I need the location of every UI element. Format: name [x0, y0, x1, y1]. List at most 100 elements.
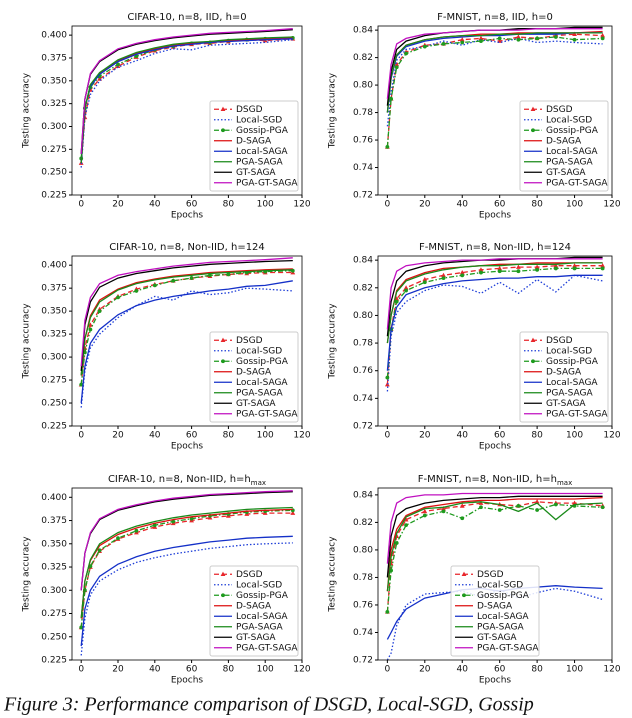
series-line: [386, 262, 603, 344]
legend-label: Local-SAGA: [546, 378, 598, 388]
legend-label: GT-SAGA: [477, 633, 517, 643]
marker: [534, 499, 540, 504]
series-line: [386, 30, 603, 113]
marker: [516, 503, 521, 508]
legend-label: Local-SGD: [236, 115, 282, 125]
marker: [600, 505, 605, 510]
marker: [516, 37, 521, 42]
marker: [553, 35, 558, 39]
y-tick-label: 0.375: [41, 284, 67, 294]
y-axis-label: Testing accuracy: [22, 72, 32, 149]
marker: [88, 327, 93, 332]
marker: [441, 509, 446, 514]
legend-label: GT-SAGA: [546, 168, 586, 178]
y-tick-label: 0.400: [41, 31, 67, 41]
y-tick-label: 0.400: [41, 261, 67, 271]
x-tick-label: 20: [419, 665, 431, 675]
legend-label: Gossip-PGA: [546, 126, 599, 136]
series-line: [386, 267, 603, 378]
marker: [572, 263, 577, 268]
legend-marker: [531, 359, 535, 364]
x-tick-label: 40: [149, 665, 161, 675]
series-line: [386, 32, 603, 113]
marker: [422, 513, 427, 518]
legend-label: Gossip-PGA: [236, 126, 289, 136]
legend-marker: [221, 593, 225, 598]
x-tick-label: 60: [494, 431, 506, 441]
title-text: F-MNIST, n=8, IID, h=0: [437, 12, 553, 23]
y-tick-label: 0.72: [353, 422, 373, 432]
series-line: [386, 37, 603, 127]
marker: [422, 280, 427, 285]
y-tick-label: 0.80: [353, 81, 373, 91]
y-axis-label: Testing accuracy: [328, 303, 338, 380]
marker: [116, 62, 120, 67]
marker: [478, 35, 484, 41]
legend-box: [209, 100, 299, 192]
legend-label: PGA-SAGA: [236, 157, 283, 167]
marker: [97, 309, 102, 314]
legend-label: PGA-GT-SAGA: [546, 409, 608, 419]
y-tick-label: 0.275: [41, 376, 67, 386]
plot: [78, 28, 296, 168]
marker: [497, 269, 502, 274]
x-tick-label: 40: [149, 431, 161, 441]
marker: [208, 273, 212, 278]
series-line: [386, 501, 603, 592]
x-tick-label: 120: [293, 200, 310, 210]
x-tick-label: 80: [223, 665, 235, 675]
marker: [441, 506, 446, 511]
x-tick-label: 100: [257, 431, 274, 441]
marker: [459, 503, 465, 508]
marker: [534, 264, 540, 269]
marker: [478, 500, 484, 505]
legend-label: DSGD: [477, 570, 504, 580]
plot-frame: [71, 255, 303, 427]
caption: Figure 3: Performance comparison of DSGD…: [3, 694, 534, 716]
series-line: [386, 492, 603, 564]
series-line: [386, 495, 603, 578]
legend-label: D-SAGA: [477, 601, 513, 611]
marker: [404, 523, 408, 528]
marker: [171, 278, 176, 283]
legend-label: PGA-SAGA: [546, 157, 593, 167]
legend-label: DSGD: [546, 336, 573, 346]
series-line: [80, 259, 293, 371]
marker: [394, 65, 399, 70]
marker: [385, 609, 390, 614]
marker: [403, 285, 409, 290]
legend-marker: [220, 337, 226, 343]
legend-box: [519, 331, 609, 423]
series-line: [386, 503, 603, 612]
x-tick-label: 60: [186, 200, 198, 210]
y-tick-label: 0.325: [41, 99, 67, 109]
x-axis-label: Epochs: [171, 442, 204, 452]
y-tick-label: 0.72: [353, 656, 373, 666]
x-tick-label: 0: [384, 431, 390, 441]
legend-label: PGA-GT-SAGA: [236, 409, 298, 419]
legend-marker: [461, 571, 467, 577]
y-tick-label: 0.250: [41, 632, 67, 642]
x-tick-label: 120: [603, 665, 620, 675]
legend-marker: [221, 128, 225, 133]
marker: [497, 36, 502, 41]
y-tick-label: 0.375: [41, 53, 67, 63]
title-text: CIFAR-10, n=8, Non-IID, h=h: [108, 474, 251, 485]
legend-label: DSGD: [236, 105, 263, 115]
y-tick-label: 0.350: [41, 539, 67, 549]
chart-title: F-MNIST, n=8, Non-IID, h=hmax: [418, 474, 573, 487]
legend-marker: [462, 593, 466, 598]
y-tick-label: 0.225: [41, 422, 67, 432]
x-axis-label: Epochs: [171, 676, 204, 686]
legend-label: PGA-GT-SAGA: [546, 178, 608, 188]
x-tick-label: 40: [149, 200, 161, 210]
y-tick-label: 0.375: [41, 516, 67, 526]
y-tick-label: 0.78: [353, 573, 373, 583]
legend-box: [209, 331, 299, 423]
y-tick-label: 0.78: [353, 339, 373, 349]
y-tick-label: 0.250: [41, 168, 67, 178]
series-line: [386, 265, 603, 385]
marker: [394, 541, 399, 545]
legend-marker: [220, 571, 226, 577]
y-tick-label: 0.300: [41, 122, 67, 132]
